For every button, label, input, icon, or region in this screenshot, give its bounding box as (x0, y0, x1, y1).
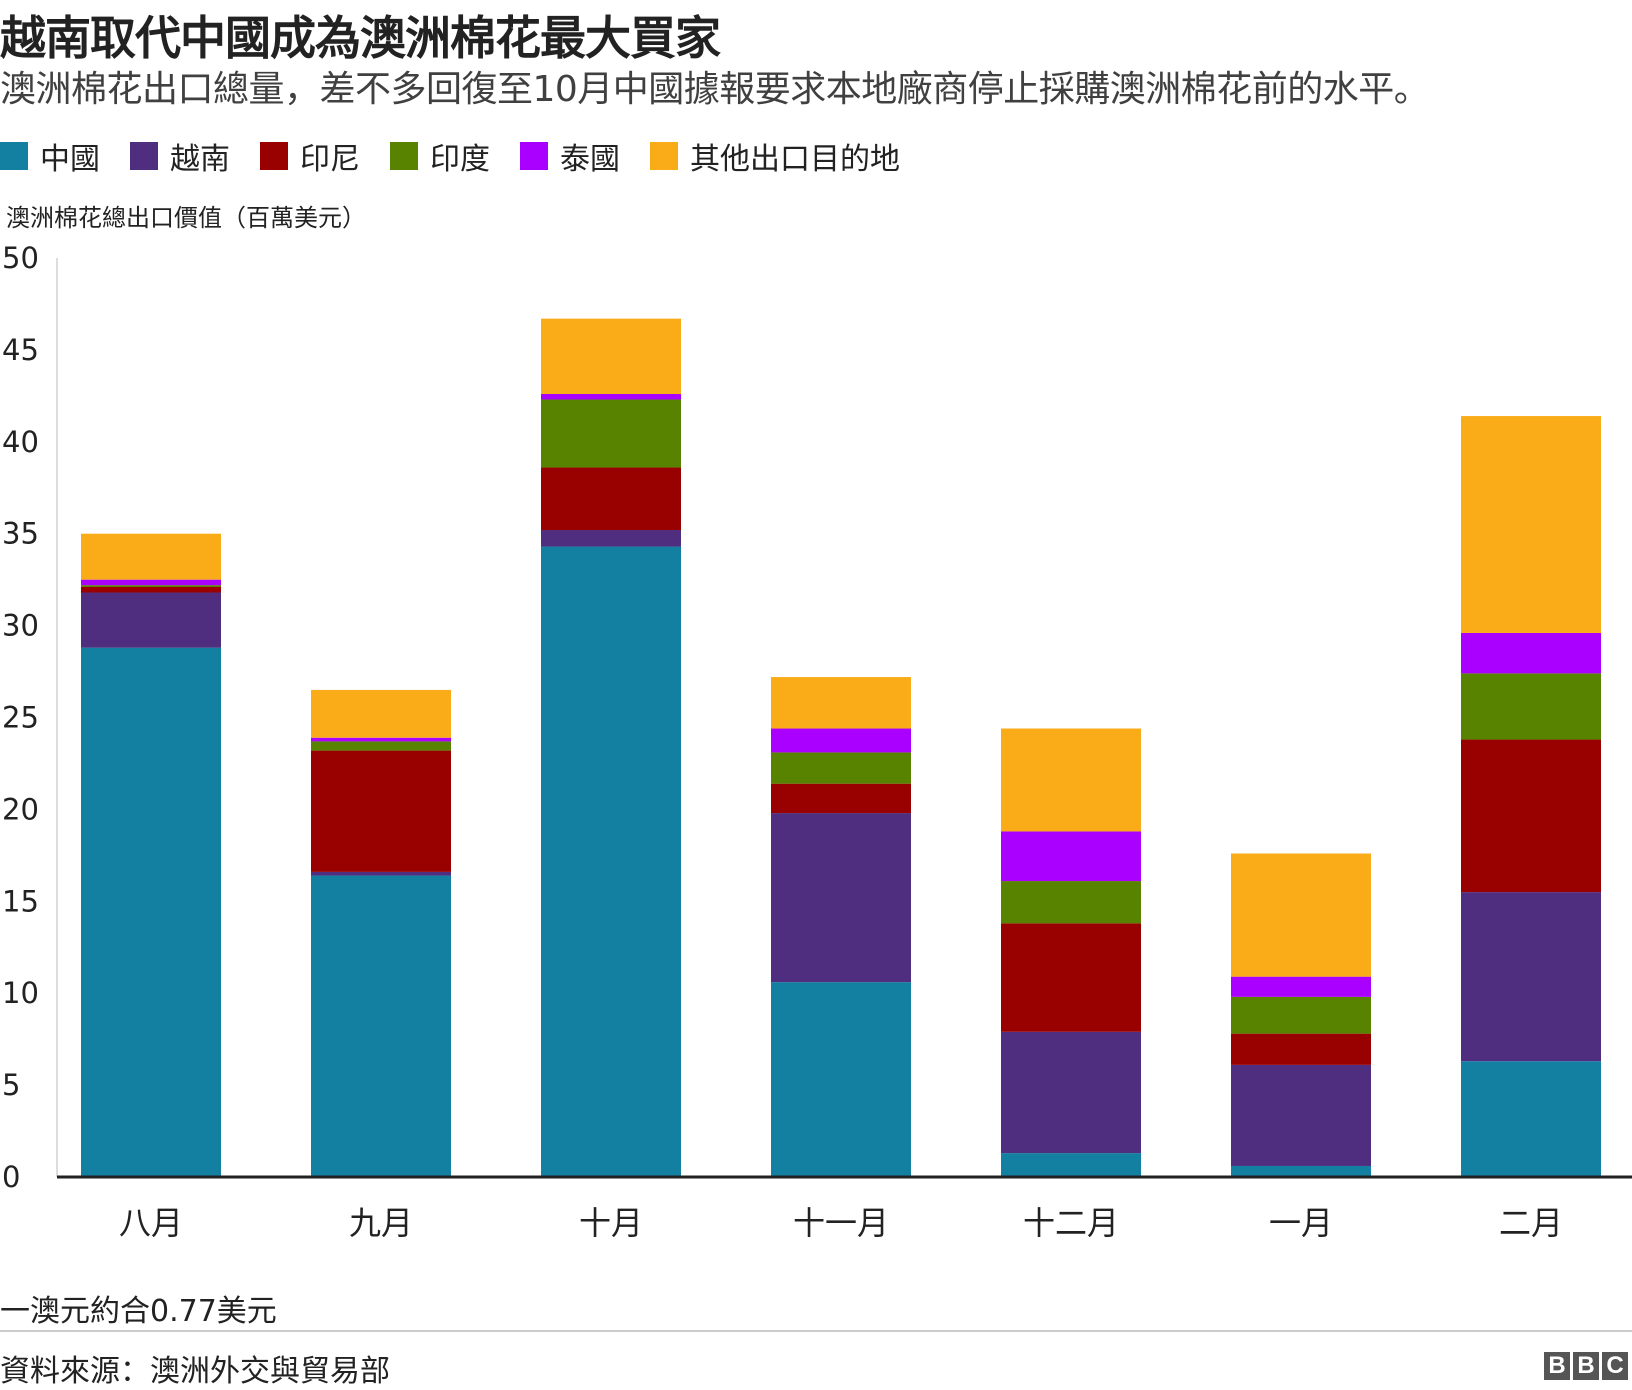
y-tick-label: 15 (2, 884, 39, 918)
legend-item: 其他出口目的地 (650, 134, 900, 178)
currency-note: 一澳元約合0.77美元 (0, 1294, 277, 1329)
bar-segment (1231, 853, 1371, 977)
bar-segment (541, 394, 681, 400)
bar-segment (1231, 996, 1371, 1034)
x-tick-label: 九月 (349, 1204, 413, 1242)
chart-subtitle: 澳洲棉花出口總量，差不多回復至10月中國據報要求本地廠商停止採購澳洲棉花前的水平… (0, 69, 1430, 110)
y-tick-label: 0 (2, 1160, 20, 1194)
bar-segment (81, 587, 221, 593)
bar-segment (81, 579, 221, 586)
bar-segment (311, 737, 451, 742)
bar-segment (1461, 416, 1601, 633)
bar-segment (1461, 673, 1601, 740)
legend-swatch (0, 142, 28, 170)
legend-item: 越南 (130, 134, 230, 178)
chart-title: 越南取代中國成為澳洲棉花最大買家 (0, 11, 721, 65)
legend-item: 印尼 (260, 134, 360, 178)
bar-segment (311, 875, 451, 1177)
bar-segment (541, 546, 681, 1177)
bbc-logo-letter: C (1602, 1352, 1628, 1380)
legend-label: 印尼 (300, 142, 360, 177)
source-text: 資料來源：澳洲外交與貿易部 (0, 1354, 390, 1389)
y-tick-label: 20 (2, 792, 39, 826)
bar-segment (1461, 739, 1601, 893)
bar-segment (541, 318, 681, 395)
legend-swatch (130, 142, 158, 170)
bar-segment (771, 982, 911, 1177)
y-axis-label: 澳洲棉花總出口價值（百萬美元） (6, 204, 366, 232)
bar-segment (1231, 976, 1371, 997)
legend-label: 中國 (40, 142, 100, 177)
legend-item: 泰國 (520, 134, 620, 178)
bar-segment (1001, 881, 1141, 924)
bar-segment (81, 647, 221, 1177)
bbc-logo: B B C (1541, 1352, 1628, 1380)
y-tick-label: 5 (2, 1068, 20, 1102)
bar-segment (541, 399, 681, 468)
bbc-logo-letter: B (1573, 1352, 1599, 1380)
y-tick-label: 45 (2, 333, 39, 367)
legend-item: 中國 (0, 134, 100, 178)
bar-segment (1001, 923, 1141, 1032)
bar-segment (1001, 831, 1141, 882)
legend-swatch (390, 142, 418, 170)
y-tick-label: 10 (2, 976, 39, 1010)
legend-label: 其他出口目的地 (690, 142, 900, 177)
y-tick-label: 25 (2, 701, 39, 735)
bbc-logo-letter: B (1544, 1352, 1570, 1380)
bar-segment (771, 783, 911, 814)
footer-divider (0, 1330, 1632, 1332)
y-tick-label: 50 (2, 241, 39, 275)
legend-label: 泰國 (560, 142, 620, 177)
x-tick-label: 十一月 (793, 1204, 889, 1242)
legend-item: 印度 (390, 134, 490, 178)
stacked-bar-chart: 0 5 10 15 20 25 30 35 40 45 50 八月 九月 十月 十一月 十二月 一月 二月 (2, 241, 1632, 1242)
bar-segment (771, 752, 911, 784)
legend-swatch (520, 142, 548, 170)
bar-segment (1001, 1153, 1141, 1177)
bar-segment (1001, 728, 1141, 832)
x-tick-label: 十二月 (1023, 1204, 1119, 1242)
bar-segment (541, 467, 681, 531)
bar-segment (1231, 1165, 1371, 1177)
legend: 中國 越南 印尼 印度 泰國 其他出口目的地 (0, 134, 930, 178)
bar-segment (1461, 892, 1601, 1062)
y-tick-label: 40 (2, 425, 39, 459)
bar-segment (771, 728, 911, 753)
bar-segment (311, 871, 451, 876)
bar-segment (1231, 1033, 1371, 1065)
legend-swatch (260, 142, 288, 170)
x-tick-label: 一月 (1269, 1204, 1333, 1242)
legend-swatch (650, 142, 678, 170)
bar-segment (81, 585, 221, 588)
bar-segment (311, 741, 451, 751)
bar-segment (311, 689, 451, 738)
bar-segment (81, 592, 221, 648)
bar-segment (1461, 1061, 1601, 1177)
legend-label: 印度 (430, 142, 490, 177)
bar-segment (1461, 632, 1601, 674)
bar-segment (1001, 1031, 1141, 1154)
bar-segment (541, 530, 681, 547)
y-tick-label: 35 (2, 517, 39, 551)
bar-segment (1231, 1064, 1371, 1166)
bar-segment (771, 813, 911, 983)
y-tick-label: 30 (2, 609, 39, 643)
legend-label: 越南 (170, 142, 230, 177)
bar-segment (311, 750, 451, 872)
bar-segment (81, 533, 221, 580)
x-tick-label: 十月 (579, 1204, 643, 1242)
bar-segment (771, 677, 911, 729)
x-tick-label: 二月 (1499, 1204, 1563, 1242)
x-tick-label: 八月 (119, 1204, 183, 1242)
